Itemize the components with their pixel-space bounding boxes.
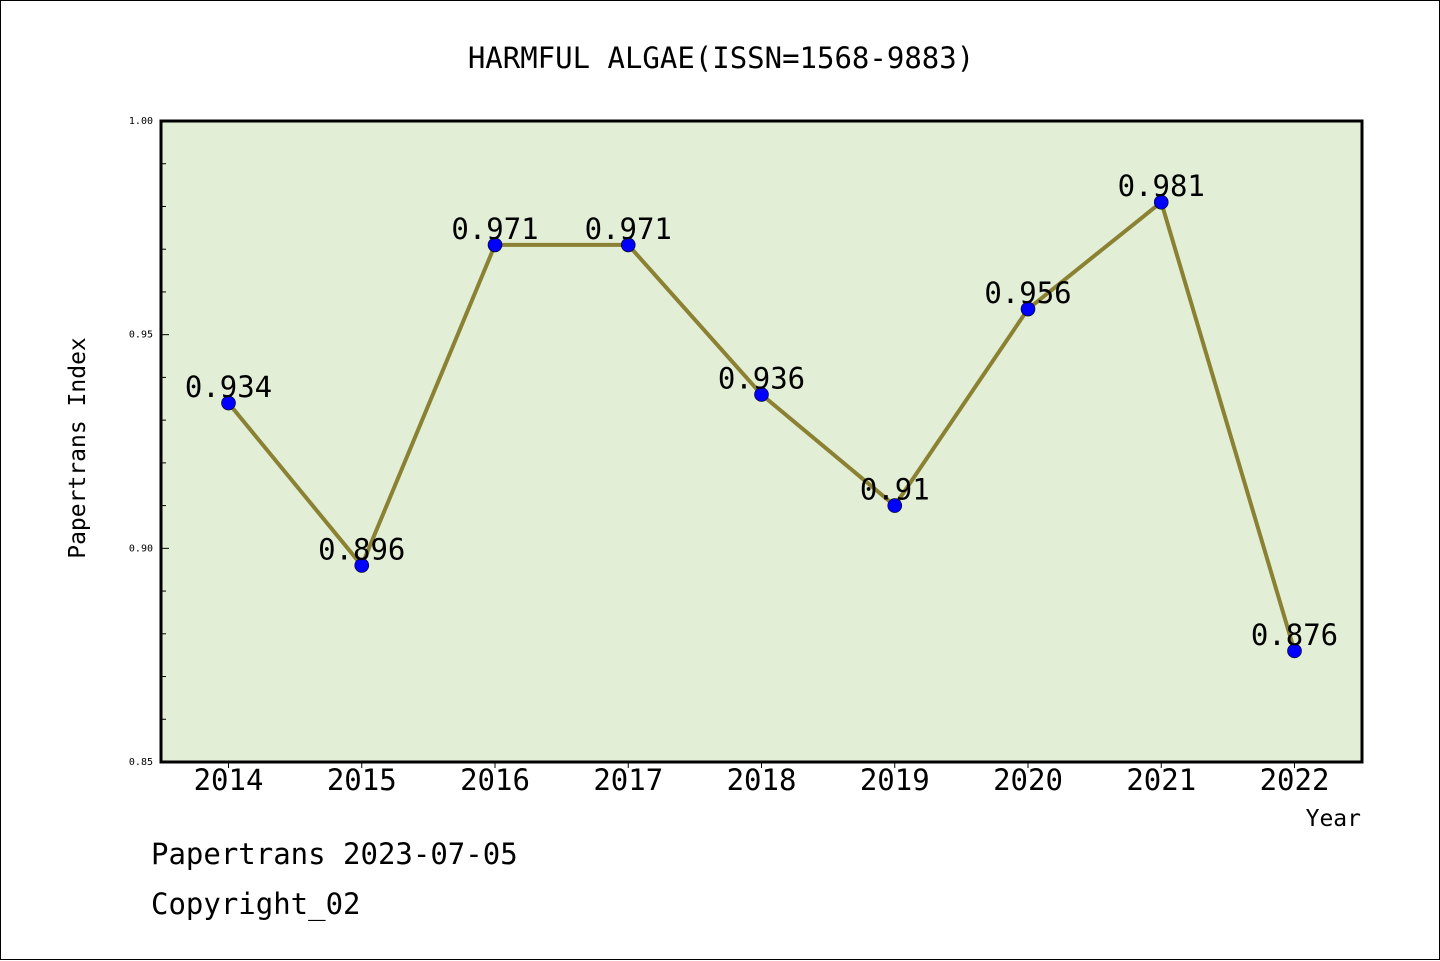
x-tick-label: 2021 (1126, 763, 1196, 797)
data-point (221, 395, 236, 411)
data-point (1020, 301, 1036, 317)
data-point (754, 387, 769, 402)
data-label: 0.934 (185, 370, 272, 404)
x-tick-label: 2017 (593, 763, 663, 797)
data-point (354, 558, 370, 573)
y-tick-label: 0.95 (129, 330, 153, 341)
y-tick-label: 0.90 (129, 543, 153, 554)
data-label: 0.981 (1118, 169, 1205, 203)
data-label: 0.896 (318, 532, 405, 566)
data-label: 0.91 (860, 473, 930, 507)
plot-area (161, 121, 1362, 762)
chart-title: HARMFUL ALGAE(ISSN=1568-9883) (468, 41, 974, 75)
x-tick-label: 2019 (860, 763, 930, 797)
data-labels: 0.934 0.896 0.971 0.971 0.936 0.91 0.956 0.981 0… (185, 169, 1338, 652)
series-group (221, 194, 1302, 659)
data-label: 0.936 (718, 361, 805, 395)
x-tick-label: 2018 (727, 763, 797, 797)
x-tick-label: 2022 (1260, 763, 1330, 797)
x-axis: 2014 2015 2016 2017 2018 2019 2020 2021 2022 (194, 762, 1330, 797)
data-point (1287, 643, 1302, 659)
data-label: 0.971 (451, 212, 538, 246)
data-point (487, 237, 503, 253)
x-tick-label: 2015 (327, 763, 397, 797)
data-point (1153, 194, 1169, 210)
x-tick-label: 2014 (194, 763, 264, 797)
x-tick-label: 2020 (993, 763, 1063, 797)
y-tick-label: 1.00 (129, 116, 153, 127)
footer-date: Papertrans 2023-07-05 (151, 837, 518, 871)
data-label: 0.971 (585, 212, 672, 246)
data-label: 0.956 (984, 276, 1071, 310)
data-label: 0.876 (1251, 618, 1338, 652)
footer-copyright: Copyright_02 (151, 887, 361, 921)
x-axis-label: Year (1306, 806, 1361, 832)
y-tick-label: 0.85 (129, 757, 153, 768)
x-tick-label: 2016 (460, 763, 530, 797)
data-point (887, 498, 903, 513)
y-axis-label: Papertrans Index (65, 337, 91, 559)
data-point (620, 237, 636, 253)
plot-border (159, 119, 1364, 764)
